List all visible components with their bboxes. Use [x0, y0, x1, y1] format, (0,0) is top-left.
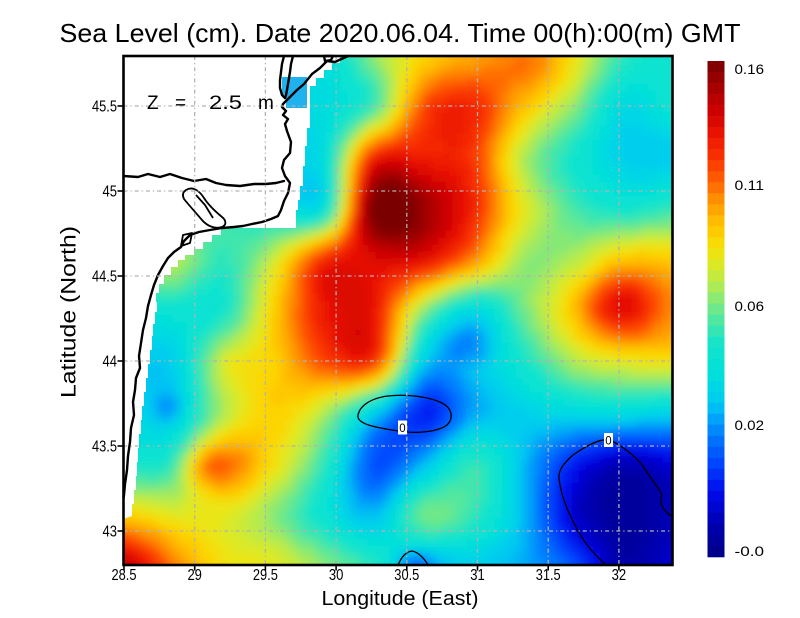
svg-text:Sea Level (cm). Date 2020.06.0: Sea Level (cm). Date 2020.06.04. Time 00…	[60, 18, 741, 48]
svg-text:0: 0	[399, 423, 405, 435]
svg-text:44: 44	[103, 353, 118, 370]
svg-text:=: =	[175, 93, 186, 114]
svg-text:2.5: 2.5	[209, 93, 242, 114]
svg-text:31: 31	[470, 567, 485, 584]
svg-text:32: 32	[612, 567, 627, 584]
svg-text:29: 29	[187, 567, 202, 584]
svg-text:m: m	[258, 93, 274, 114]
svg-text:45: 45	[103, 183, 118, 200]
svg-text:28.5: 28.5	[112, 567, 137, 584]
svg-text:30.5: 30.5	[394, 567, 419, 584]
svg-text:0.16: 0.16	[735, 61, 765, 77]
svg-text:45.5: 45.5	[92, 98, 117, 115]
svg-text:-0.0: -0.0	[735, 543, 765, 559]
svg-text:0.11: 0.11	[735, 177, 765, 193]
svg-text:43.5: 43.5	[92, 438, 117, 455]
svg-text:30: 30	[329, 567, 344, 584]
svg-text:0: 0	[605, 435, 611, 447]
svg-text:31.5: 31.5	[536, 567, 561, 584]
svg-text:43: 43	[103, 523, 118, 540]
svg-text:0.06: 0.06	[735, 298, 765, 314]
svg-text:44.5: 44.5	[92, 268, 117, 285]
svg-text:Latitude (North): Latitude (North)	[58, 226, 81, 398]
svg-text:Longitude (East): Longitude (East)	[322, 588, 479, 610]
svg-text:0.02: 0.02	[735, 417, 765, 433]
svg-text:29.5: 29.5	[253, 567, 278, 584]
svg-text:Z: Z	[147, 93, 159, 114]
